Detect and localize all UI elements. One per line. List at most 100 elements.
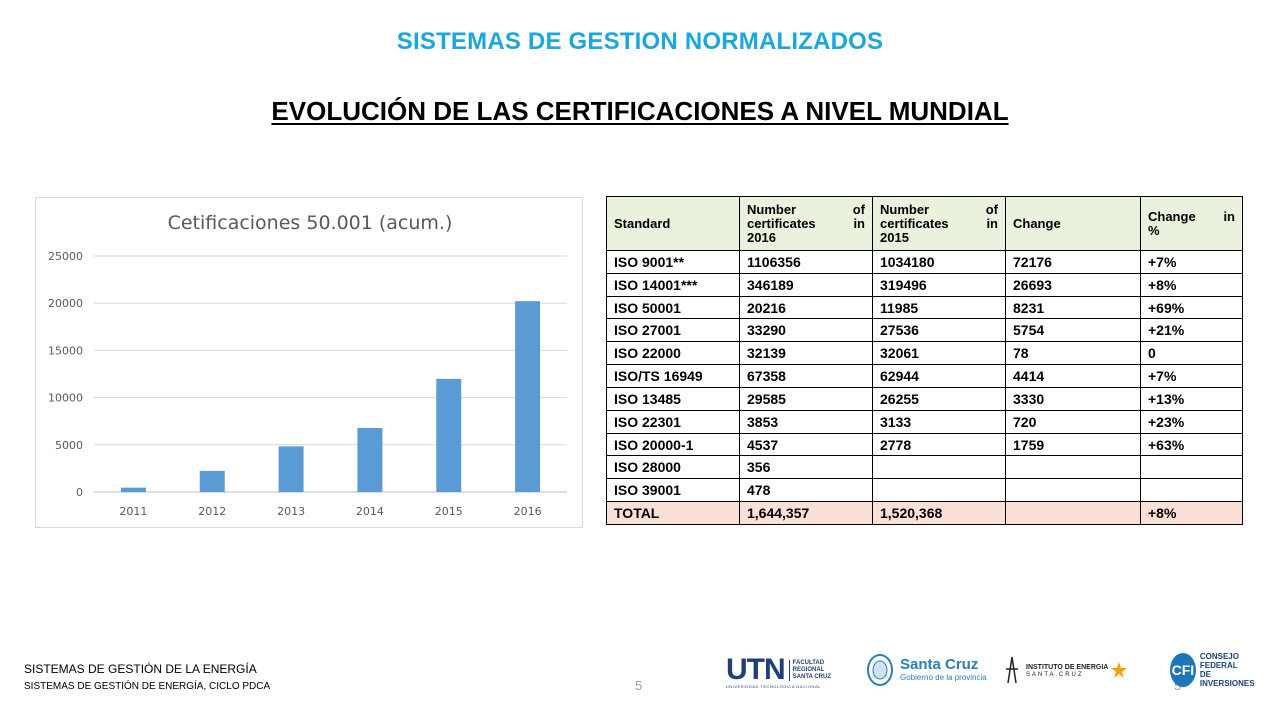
slide-title: EVOLUCIÓN DE LAS CERTIFICACIONES A NIVEL… — [0, 96, 1280, 127]
table-header-cell: Number of certificates in 2015 — [872, 196, 1006, 251]
santa-cruz-logo: Santa Cruz Gobierno de la provincia — [866, 648, 996, 692]
instituto-energia-title: INSTITUTO DE ENERGIA — [1026, 663, 1109, 671]
table-cell: 67358 — [739, 364, 873, 388]
section-title: SISTEMAS DE GESTION NORMALIZADOS — [396, 28, 884, 55]
cfi-logo-text: CONSEJO FEDERAL DE INVERSIONES — [1200, 652, 1260, 688]
table-cell: +63% — [1140, 432, 1243, 457]
header-text: certificates — [747, 215, 816, 231]
table-cell: ISO 9001** — [606, 250, 740, 274]
cfi-logo-mark: CFI — [1170, 653, 1196, 687]
header-text: Number — [880, 201, 930, 217]
x-tick-label: 2015 — [435, 505, 463, 518]
utn-logo: UTN FACULTAD REGIONAL SANTA CRUZ UNIVERS… — [726, 648, 858, 692]
header-text: Change — [1013, 215, 1061, 231]
header-text: of — [985, 201, 998, 217]
slide-title-text: EVOLUCIÓN DE LAS CERTIFICACIONES A NIVEL… — [271, 96, 1009, 126]
table-cell: ISO 14001*** — [606, 272, 740, 297]
table-row: ISO 22000 32139 32061 78 0 — [606, 341, 1243, 366]
table-cell: +23% — [1140, 409, 1243, 434]
footer-course-title: SISTEMAS DE GESTIÓN DE LA ENERGÍA — [24, 662, 257, 676]
santa-cruz-title: Santa Cruz — [900, 656, 979, 673]
table-row: ISO 20000-1 4537 2778 1759 +63% — [606, 432, 1243, 457]
y-tick-label: 5000 — [55, 439, 83, 452]
instituto-energia-icon — [1006, 656, 1018, 684]
table-cell: ISO 39001 — [606, 478, 740, 503]
table-cell: 78 — [1005, 341, 1141, 366]
santa-cruz-subtitle: Gobierno de la provincia — [900, 673, 987, 682]
cfi-line-1: CONSEJO FEDERAL — [1199, 652, 1239, 670]
header-text: Standard — [614, 215, 671, 231]
table-header-cell: Change in% — [1140, 196, 1243, 251]
table-cell: +21% — [1140, 318, 1243, 343]
table-total-cell: TOTAL — [606, 501, 740, 525]
table-cell: 478 — [739, 478, 873, 503]
table-cell: 32139 — [739, 341, 873, 366]
x-tick-label: 2011 — [119, 505, 147, 518]
bar — [515, 301, 541, 492]
table-cell: 3853 — [739, 409, 873, 434]
y-tick-label: 25000 — [48, 250, 83, 263]
table-cell: 72176 — [1005, 250, 1141, 274]
table-cell: ISO 27001 — [606, 318, 740, 343]
header-text: in — [986, 215, 998, 231]
utn-logo-mark: UTN — [726, 653, 786, 686]
utn-sub-1: FACULTAD — [792, 659, 825, 666]
table-header-cell: Change — [1005, 196, 1141, 251]
table-cell — [872, 478, 1006, 503]
table-cell: 26255 — [872, 386, 1006, 411]
header-text: 2015 — [880, 229, 909, 245]
table-row: ISO 9001** 1106356 1034180 72176 +7% — [606, 250, 1243, 274]
table-total-row: TOTAL 1,644,357 1,520,368 +8% — [606, 501, 1243, 525]
x-tick-label: 2016 — [514, 505, 542, 518]
table-cell: 319496 — [872, 272, 1006, 297]
utn-logo-subtitle: FACULTAD REGIONAL SANTA CRUZ — [788, 659, 831, 681]
table-header-cell: Number of certificates in 2016 — [739, 196, 873, 251]
table-row: ISO 14001*** 346189 319496 26693 +8% — [606, 272, 1243, 297]
utn-sub-2: REGIONAL — [792, 666, 825, 673]
table-cell: 62944 — [872, 364, 1006, 388]
y-tick-label: 20000 — [48, 297, 83, 310]
header-text: in — [1223, 208, 1235, 224]
x-tick-label: 2014 — [356, 505, 384, 518]
table-cell: 26693 — [1005, 272, 1141, 297]
table-cell: 2778 — [872, 432, 1006, 457]
header-text: Change — [1148, 208, 1196, 224]
table-cell: 720 — [1005, 409, 1141, 434]
bar — [357, 427, 383, 492]
table-total-cell: +8% — [1140, 501, 1243, 525]
table-cell: 27536 — [872, 318, 1006, 343]
footer-topic: SISTEMAS DE GESTIÓN DE ENERGÍA, CICLO PD… — [24, 681, 271, 692]
table-cell: 0 — [1140, 341, 1243, 366]
header-text: in — [853, 215, 865, 231]
table-cell: 32061 — [872, 341, 1006, 366]
santa-cruz-shield-icon — [867, 654, 893, 686]
table-cell — [872, 455, 1006, 480]
table-cell: 3133 — [872, 409, 1006, 434]
certifications-chart: Cetificaciones 50.001 (acum.) 0 5000 10000… — [35, 197, 583, 528]
page-number: 5 — [635, 678, 643, 693]
utn-logo-under: UNIVERSIDAD TECNOLÓGICA NACIONAL — [726, 684, 821, 689]
table-cell: +8% — [1140, 272, 1243, 297]
chart-title: Cetificaciones 50.001 (acum.) — [167, 212, 453, 234]
table-row: ISO 50001 20216 11985 8231 +69% — [606, 295, 1243, 320]
instituto-energia-logo: INSTITUTO DE ENERGIA SANTA CRUZ — [1002, 648, 1142, 692]
table-row: ISO 13485 29585 26255 3330 +13% — [606, 386, 1243, 411]
table-cell — [1140, 478, 1243, 503]
x-tick-label: 2012 — [198, 505, 226, 518]
certifications-table: Standard Number of certificates in 2016 Number… — [606, 196, 1243, 525]
table-cell: ISO 13485 — [606, 386, 740, 411]
table-cell: 11985 — [872, 295, 1006, 320]
table-header-row: Standard Number of certificates in 2016 Number… — [606, 196, 1243, 251]
table-cell: 4537 — [739, 432, 873, 457]
header-text: certificates — [880, 215, 949, 231]
table-cell: ISO 20000-1 — [606, 432, 740, 457]
table-cell: +69% — [1140, 295, 1243, 320]
table-total-cell — [1005, 501, 1141, 525]
table-total-cell: 1,520,368 — [872, 501, 1006, 525]
y-tick-label: 10000 — [48, 392, 83, 405]
table-row: ISO 27001 33290 27536 5754 +21% — [606, 318, 1243, 343]
table-cell: 8231 — [1005, 295, 1141, 320]
table-cell — [1005, 455, 1141, 480]
y-tick-label: 15000 — [48, 344, 83, 357]
instituto-energia-subtitle: SANTA CRUZ — [1026, 671, 1084, 678]
